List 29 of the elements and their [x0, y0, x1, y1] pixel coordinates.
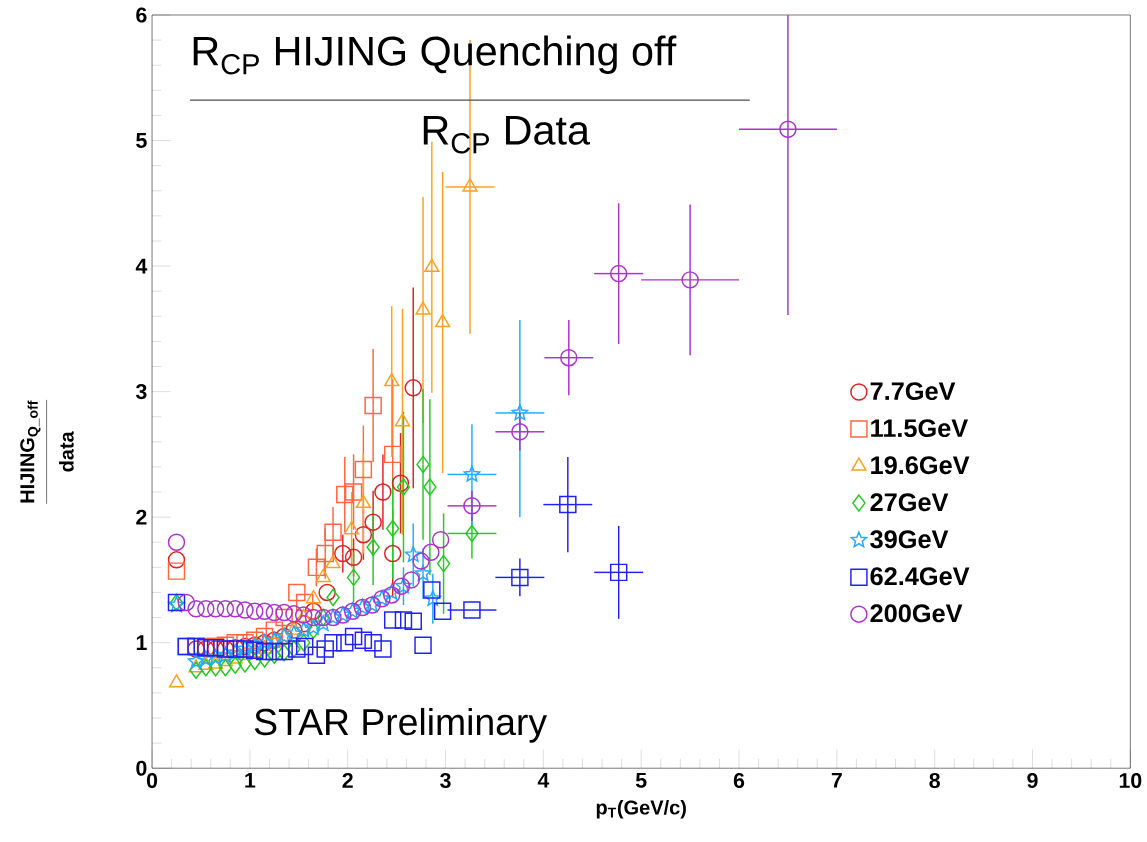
y-tick-label: 3 [135, 383, 147, 400]
x-tick-label: 6 [733, 772, 745, 788]
legend-label: 27GeV [870, 493, 949, 512]
y-tick-label: 5 [136, 132, 147, 148]
y-tick-label: 2 [136, 509, 147, 525]
x-tick-label: 7 [831, 772, 842, 788]
y-tick-label: 1 [136, 635, 147, 650]
x-tick-label: 10 [1119, 772, 1142, 788]
legend-label: 200GeV [870, 604, 963, 623]
legend-label: 39GeV [870, 530, 949, 549]
text: data [59, 431, 74, 472]
x-tick-label: 0 [146, 772, 158, 788]
legend-label: 11.5GeV [871, 419, 969, 438]
y-axis-title: HIJING$_{Q_off}$ [20, 400, 41, 503]
annotation: STAR Preliminary [254, 707, 547, 743]
legend-label: 62.4GeV [870, 567, 970, 586]
x-axis-title: p$_{T}$(GeV/c) [596, 799, 686, 819]
y-tick-label: 6 [136, 7, 147, 23]
x-tick-label: 5 [635, 772, 647, 788]
legend-label: 19.6GeV [871, 456, 970, 475]
x-tick-label: 1 [245, 772, 256, 788]
x-tick-label: 4 [537, 772, 550, 788]
legend-label: 7.7GeV [870, 382, 956, 400]
x-tick-label: 9 [1027, 772, 1038, 788]
y-tick-label: 0 [136, 760, 147, 776]
x-tick-label: 8 [929, 772, 940, 788]
y-tick-label: 4 [135, 258, 148, 274]
x-tick-label: 2 [342, 772, 353, 788]
x-tick-label: 3 [440, 772, 451, 788]
